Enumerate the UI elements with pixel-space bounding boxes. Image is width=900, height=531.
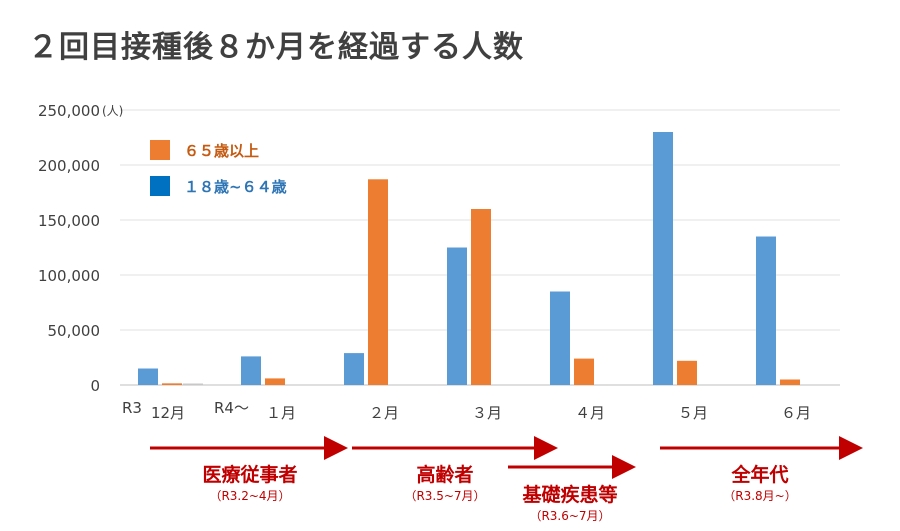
phase-elderly: 高齢者 （R3.5~7月）	[385, 460, 505, 504]
bar-65plus	[574, 358, 594, 385]
phase-period: （R3.2~4月）	[209, 489, 291, 503]
x-tick-label: １月	[266, 404, 296, 422]
phase-period: （R3.8月~）	[723, 489, 797, 503]
y-tick-label: 50,000	[48, 322, 101, 340]
bar-18-64	[138, 368, 158, 385]
phase-label: 基礎疾患等	[522, 484, 618, 506]
phase-underlying: 基礎疾患等 （R3.6~7月）	[505, 480, 635, 524]
x-tick-label: ２月	[369, 404, 399, 422]
phase-period: （R3.5~7月）	[404, 489, 486, 503]
bar-18-64	[447, 247, 467, 385]
y-tick-label: 250,000	[38, 102, 100, 120]
phase-label: 高齢者	[416, 464, 474, 486]
x-tick-label: ６月	[781, 404, 811, 422]
y-tick-label: 150,000	[38, 212, 100, 230]
bar-65plus	[162, 383, 182, 385]
y-axis-unit: (人)	[102, 104, 123, 118]
x-tick-label: ３月	[472, 404, 502, 422]
y-tick-label: 100,000	[38, 267, 100, 285]
bar-18-64	[550, 291, 570, 385]
x-tick-label: ４月	[575, 404, 605, 422]
y-tick-label: 0	[90, 377, 100, 395]
phase-label: 全年代	[731, 464, 789, 486]
x-tick-label: ５月	[678, 404, 708, 422]
year-label-r4: R4～	[214, 399, 249, 417]
legend-label-18-64: １８歳~６４歳	[184, 178, 287, 196]
legend-swatch-18-64	[150, 176, 170, 196]
legend-label-65plus: ６５歳以上	[184, 142, 259, 160]
x-tick-label: 12月	[151, 404, 185, 422]
legend-swatch-65plus	[150, 140, 170, 160]
bar-65plus	[677, 360, 697, 385]
page-title: ２回目接種後８か月を経過する人数	[28, 30, 524, 65]
bar-65plus	[368, 179, 388, 385]
bar-65plus	[471, 209, 491, 385]
phase-period: （R3.6~7月）	[529, 509, 611, 523]
y-tick-label: 200,000	[38, 157, 100, 175]
bar-65plus	[265, 378, 285, 385]
bar-65plus	[780, 379, 800, 385]
phase-all-ages: 全年代 （R3.8月~）	[700, 460, 820, 504]
bar-18-64	[756, 236, 776, 385]
bar-18-64	[344, 353, 364, 385]
phase-medical: 医療従事者 （R3.2~4月）	[170, 460, 330, 504]
bar-18-64	[653, 132, 673, 385]
bar-minor	[183, 383, 203, 385]
bar-18-64	[241, 356, 261, 385]
phase-label: 医療従事者	[202, 464, 298, 486]
year-label-r3: R3	[122, 399, 142, 417]
